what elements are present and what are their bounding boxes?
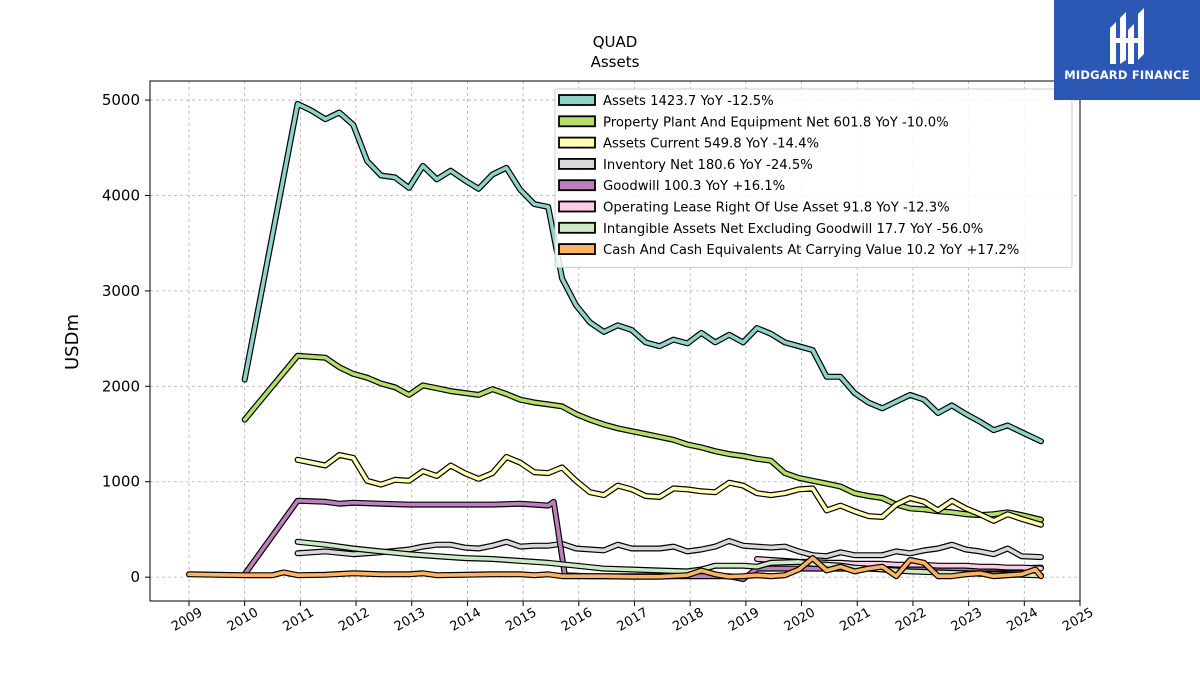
plot-frame [149,80,1081,602]
y-tick-label: 1000 [102,473,140,491]
legend-label: Property Plant And Equipment Net 601.8 Y… [603,115,949,130]
x-tick-label: 2024 [1004,605,1040,635]
y-tick-label: 4000 [102,186,140,204]
x-tick-label: 2015 [503,605,539,635]
legend-swatch [558,200,596,213]
x-tick-label: 2018 [670,605,706,635]
x-tick-label: 2009 [169,605,205,635]
legend-label: Assets Current 549.8 YoY -14.4% [603,137,819,152]
y-tick-label: 5000 [102,91,140,109]
legend-box [554,88,1073,268]
x-tick-label: 2010 [225,605,261,635]
legend-swatch [558,179,596,192]
x-tick-label: 2017 [615,605,651,635]
y-tick-label: 0 [130,568,140,586]
x-tick-label: 2020 [782,605,818,635]
legend-label: Intangible Assets Net Excluding Goodwill… [603,222,983,237]
legend-label: Goodwill 100.3 YoY +16.1% [603,179,785,194]
x-tick-label: 2016 [559,605,595,635]
legend-label: Assets 1423.7 YoY -12.5% [603,94,774,109]
legend-swatch [558,243,596,256]
y-axis-label: USDm [62,314,83,370]
legend-swatch [558,136,596,149]
x-tick-label: 2012 [336,605,372,635]
y-tick-label: 2000 [102,377,140,395]
legend-swatch [558,157,596,170]
chart-title: QUAD [593,33,638,51]
series-line-property-plant-and-equipment-net [242,354,1043,522]
series-line-cash-and-cash-equivalents-at-carrying-value [187,556,1043,579]
x-tick-label: 2023 [949,605,985,635]
legend-label: Cash And Cash Equivalents At Carrying Va… [603,243,1019,258]
series-line-assets [242,102,1043,444]
y-tick-label: 3000 [102,282,140,300]
series-line-assets-current [295,453,1043,527]
chart-subtitle: Assets [591,53,640,71]
legend-swatch [558,221,596,234]
legend-swatch [558,115,596,128]
x-tick-label: 2011 [281,605,317,635]
brand-logo: MIDGARD FINANCE [1054,0,1200,100]
x-tick-label: 2022 [893,605,929,635]
legend-label: Operating Lease Right Of Use Asset 91.8 … [603,201,950,216]
x-tick-label: 2013 [392,605,428,635]
x-tick-label: 2025 [1060,605,1096,635]
brand-name: MIDGARD FINANCE [1064,68,1190,82]
series-layer [186,100,1044,583]
x-tick-label: 2021 [837,605,873,635]
x-tick-label: 2014 [448,605,484,635]
brand-logo-icon [1110,8,1144,64]
series-line-inventory-net [295,539,1043,559]
legend: Assets 1423.7 YoY -12.5% Property Plant A… [554,88,1073,268]
x-tick-label: 2019 [726,605,762,635]
legend-label: Inventory Net 180.6 YoY -24.5% [603,158,813,173]
legend-swatch [558,94,596,106]
